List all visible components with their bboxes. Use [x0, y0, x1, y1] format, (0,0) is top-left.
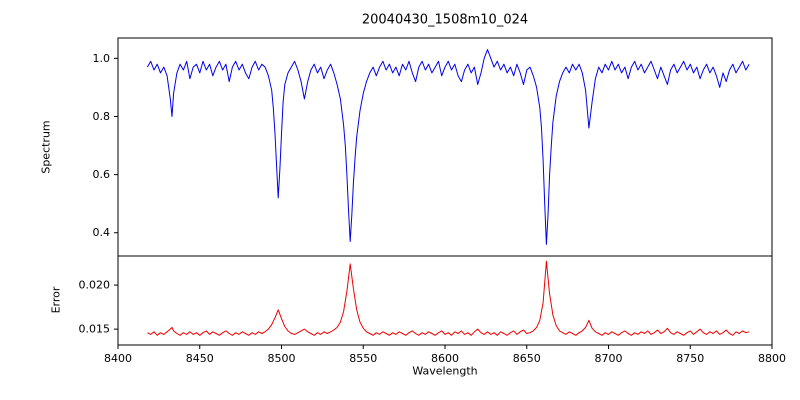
y-tick-label: 0.6 [93, 168, 111, 181]
x-tick-label: 8400 [104, 352, 132, 365]
x-tick-label: 8500 [268, 352, 296, 365]
y-tick-label: 0.020 [79, 279, 111, 292]
x-tick-label: 8650 [513, 352, 541, 365]
chart-title: 20040430_1508m10_024 [361, 12, 529, 28]
x-tick-label: 8550 [349, 352, 377, 365]
series-line-spectrum [146, 49, 750, 245]
axes-frame-error [117, 255, 773, 346]
y-tick-label: 0.8 [93, 110, 111, 123]
x-tick-label: 8700 [595, 352, 623, 365]
xlabel-wavelength: Wavelength [412, 364, 478, 378]
y-tick-label: 0.4 [93, 226, 111, 239]
x-tick-label: 8450 [186, 352, 214, 365]
x-tick-label: 8800 [758, 352, 786, 365]
axes-frame-spectrum [117, 37, 773, 257]
y-tick-label: 1.0 [93, 52, 111, 65]
x-tick-label: 8600 [431, 352, 459, 365]
y-tick-label: 0.015 [79, 323, 111, 336]
series-line-error [147, 260, 750, 336]
x-tick-label: 8750 [676, 352, 704, 365]
